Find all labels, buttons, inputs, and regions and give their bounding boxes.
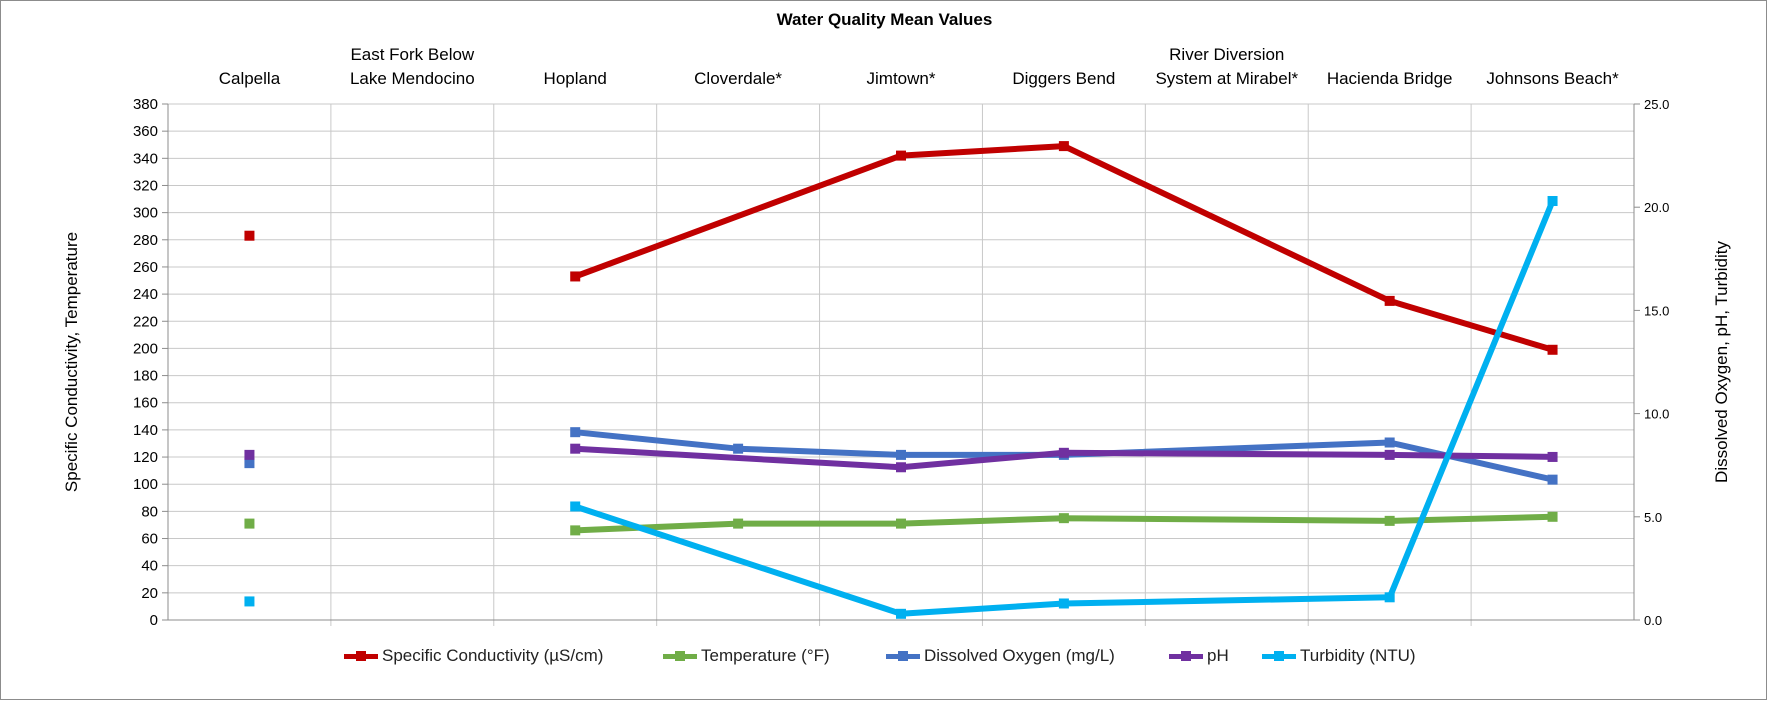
legend-swatch bbox=[663, 650, 697, 661]
y-tick-label: 360 bbox=[133, 123, 158, 140]
y-tick-label: 80 bbox=[141, 503, 158, 520]
y-axis-title: Specific Conductivity, Temperature bbox=[62, 232, 81, 492]
category-label: Johnsons Beach* bbox=[1486, 69, 1619, 88]
y2-axis-title: Dissolved Oxygen, pH, Turbidity bbox=[1712, 241, 1731, 483]
legend-label: pH bbox=[1207, 646, 1229, 665]
data-point bbox=[896, 150, 906, 161]
data-point bbox=[1384, 592, 1395, 603]
y2-tick-label: 5.0 bbox=[1644, 510, 1662, 525]
data-point bbox=[570, 501, 581, 512]
data-point bbox=[244, 230, 255, 241]
legend-swatch bbox=[886, 650, 920, 661]
category-label: Jimtown* bbox=[867, 69, 936, 88]
data-point bbox=[244, 458, 255, 469]
legend-swatch bbox=[344, 650, 378, 661]
legend-label: Temperature (°F) bbox=[701, 646, 830, 665]
data-point bbox=[896, 462, 906, 473]
data-point bbox=[570, 427, 581, 438]
legend-item: Temperature (°F) bbox=[663, 636, 830, 676]
legend-label: Specific Conductivity (µS/cm) bbox=[382, 646, 604, 665]
y-tick-label: 260 bbox=[133, 259, 158, 276]
y2-tick-label: 15.0 bbox=[1644, 303, 1669, 318]
y-tick-label: 320 bbox=[133, 177, 158, 194]
y2-tick-label: 10.0 bbox=[1644, 407, 1669, 422]
y-tick-label: 160 bbox=[133, 395, 158, 412]
data-point bbox=[1384, 437, 1395, 448]
data-point bbox=[733, 518, 744, 529]
legend-label: Turbidity (NTU) bbox=[1300, 646, 1416, 665]
data-point bbox=[1547, 451, 1558, 462]
data-point bbox=[1547, 344, 1558, 355]
data-point bbox=[1384, 295, 1395, 306]
chart-legend: Specific Conductivity (µS/cm) Temperature… bbox=[0, 636, 1769, 676]
data-point bbox=[570, 443, 581, 454]
data-point bbox=[1058, 141, 1069, 152]
category-label: Hopland bbox=[544, 69, 607, 88]
data-point bbox=[1058, 447, 1069, 458]
y-tick-label: 220 bbox=[133, 313, 158, 330]
category-label: System at Mirabel* bbox=[1155, 69, 1298, 88]
category-label: Hacienda Bridge bbox=[1327, 69, 1453, 88]
data-point bbox=[1384, 515, 1395, 526]
data-point bbox=[733, 443, 744, 454]
y2-tick-label: 20.0 bbox=[1644, 200, 1669, 215]
y-tick-label: 120 bbox=[133, 449, 158, 466]
y-tick-label: 300 bbox=[133, 205, 158, 222]
y-tick-label: 200 bbox=[133, 340, 158, 357]
data-point bbox=[1384, 449, 1395, 460]
y2-tick-label: 25.0 bbox=[1644, 97, 1669, 112]
y-tick-label: 280 bbox=[133, 232, 158, 249]
data-point bbox=[570, 271, 581, 282]
data-point bbox=[1547, 474, 1558, 485]
series-line bbox=[574, 199, 1556, 617]
y-tick-label: 380 bbox=[133, 96, 158, 113]
legend-item: Specific Conductivity (µS/cm) bbox=[344, 636, 603, 676]
legend-swatch bbox=[1262, 650, 1296, 661]
legend-item: Turbidity (NTU) bbox=[1262, 636, 1416, 676]
y-tick-label: 180 bbox=[133, 368, 158, 385]
data-point bbox=[244, 518, 255, 529]
legend-item: pH bbox=[1169, 636, 1229, 676]
category-label: Calpella bbox=[219, 69, 281, 88]
data-point bbox=[1547, 511, 1558, 522]
series-line bbox=[575, 513, 1553, 534]
data-point bbox=[244, 596, 255, 607]
y-tick-label: 20 bbox=[141, 585, 158, 602]
y-tick-label: 100 bbox=[133, 476, 158, 493]
data-point bbox=[1058, 598, 1069, 609]
data-point bbox=[896, 449, 906, 460]
legend-item: Dissolved Oxygen (mg/L) bbox=[886, 636, 1115, 676]
category-label: Diggers Bend bbox=[1012, 69, 1115, 88]
legend-label: Dissolved Oxygen (mg/L) bbox=[924, 646, 1115, 665]
category-label: Lake Mendocino bbox=[350, 69, 475, 88]
y-tick-label: 340 bbox=[133, 150, 158, 167]
chart-title: Water Quality Mean Values bbox=[776, 10, 993, 29]
series-line bbox=[574, 429, 1554, 483]
y-tick-label: 240 bbox=[133, 286, 158, 303]
y-tick-label: 140 bbox=[133, 422, 158, 439]
y-tick-label: 0 bbox=[150, 612, 158, 629]
category-label: East Fork Below bbox=[350, 45, 474, 64]
legend-swatch bbox=[1169, 650, 1203, 661]
series-line bbox=[574, 143, 1554, 353]
data-point bbox=[896, 608, 906, 619]
data-point bbox=[570, 525, 581, 536]
category-label: River Diversion bbox=[1169, 45, 1284, 64]
category-label: Cloverdale* bbox=[694, 69, 782, 88]
data-point bbox=[1058, 513, 1069, 524]
data-point bbox=[244, 449, 255, 460]
y-tick-label: 40 bbox=[141, 558, 158, 575]
data-point bbox=[1547, 196, 1558, 207]
data-point bbox=[896, 518, 906, 529]
y-tick-label: 60 bbox=[141, 531, 158, 548]
y2-tick-label: 0.0 bbox=[1644, 613, 1662, 628]
